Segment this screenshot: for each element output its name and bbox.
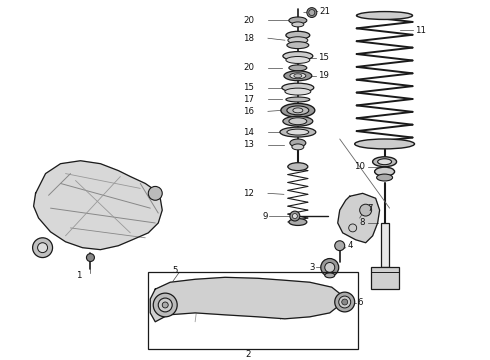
Ellipse shape <box>289 219 307 225</box>
Ellipse shape <box>288 163 308 171</box>
Text: 20: 20 <box>243 63 254 72</box>
Ellipse shape <box>287 129 309 135</box>
Text: 6: 6 <box>358 298 363 307</box>
Text: 20: 20 <box>243 16 254 25</box>
Text: 15: 15 <box>243 83 254 92</box>
Bar <box>381 223 389 267</box>
Ellipse shape <box>290 139 306 147</box>
Text: 4: 4 <box>348 241 353 250</box>
Ellipse shape <box>289 65 307 71</box>
Text: 18: 18 <box>243 34 254 43</box>
Polygon shape <box>34 161 162 249</box>
Text: 14: 14 <box>243 127 254 136</box>
Ellipse shape <box>355 139 415 149</box>
Ellipse shape <box>293 108 303 113</box>
Text: 13: 13 <box>243 140 254 149</box>
Ellipse shape <box>321 258 339 276</box>
Text: 5: 5 <box>172 266 178 275</box>
Text: 3: 3 <box>309 263 315 272</box>
Text: 15: 15 <box>318 54 329 63</box>
Ellipse shape <box>283 116 313 126</box>
Text: 8: 8 <box>359 219 365 228</box>
Ellipse shape <box>289 17 307 24</box>
Ellipse shape <box>377 174 392 181</box>
Text: 2: 2 <box>245 350 251 359</box>
Ellipse shape <box>290 211 300 221</box>
Ellipse shape <box>349 224 357 232</box>
Ellipse shape <box>286 31 310 39</box>
Ellipse shape <box>285 88 311 95</box>
Ellipse shape <box>162 302 168 308</box>
Ellipse shape <box>372 157 396 167</box>
Ellipse shape <box>283 51 313 60</box>
Ellipse shape <box>309 10 315 15</box>
Ellipse shape <box>307 8 317 18</box>
Ellipse shape <box>293 213 297 219</box>
Ellipse shape <box>158 298 172 312</box>
Text: 19: 19 <box>318 71 329 80</box>
Ellipse shape <box>292 144 304 150</box>
Text: 17: 17 <box>243 95 254 104</box>
Ellipse shape <box>360 204 371 216</box>
Ellipse shape <box>335 292 355 312</box>
Ellipse shape <box>288 37 308 44</box>
Ellipse shape <box>86 253 95 261</box>
Ellipse shape <box>33 238 52 257</box>
Ellipse shape <box>378 159 392 165</box>
Ellipse shape <box>38 243 48 253</box>
Ellipse shape <box>153 293 177 317</box>
Ellipse shape <box>282 83 314 92</box>
Ellipse shape <box>286 57 310 63</box>
Ellipse shape <box>287 42 309 49</box>
Text: 1: 1 <box>76 271 81 280</box>
Ellipse shape <box>290 73 306 79</box>
Ellipse shape <box>289 118 307 125</box>
Ellipse shape <box>284 71 312 81</box>
Text: 9: 9 <box>263 212 268 221</box>
Text: 16: 16 <box>243 107 254 116</box>
Ellipse shape <box>287 106 309 115</box>
Ellipse shape <box>292 22 304 27</box>
Ellipse shape <box>281 103 315 117</box>
Text: 7: 7 <box>368 204 373 213</box>
Ellipse shape <box>148 186 162 200</box>
Bar <box>148 273 358 350</box>
Text: 21: 21 <box>320 7 331 16</box>
Ellipse shape <box>335 241 345 251</box>
Ellipse shape <box>357 12 413 19</box>
Ellipse shape <box>294 74 302 78</box>
Polygon shape <box>150 277 342 322</box>
Text: 11: 11 <box>415 26 425 35</box>
Ellipse shape <box>375 167 394 176</box>
Text: 12: 12 <box>243 189 254 198</box>
Ellipse shape <box>280 127 316 137</box>
Ellipse shape <box>286 97 310 102</box>
Polygon shape <box>338 193 380 243</box>
Ellipse shape <box>325 262 335 273</box>
Text: 10: 10 <box>354 162 365 171</box>
Ellipse shape <box>342 299 348 305</box>
Ellipse shape <box>325 273 335 278</box>
Ellipse shape <box>339 296 351 308</box>
Bar <box>370 267 398 289</box>
